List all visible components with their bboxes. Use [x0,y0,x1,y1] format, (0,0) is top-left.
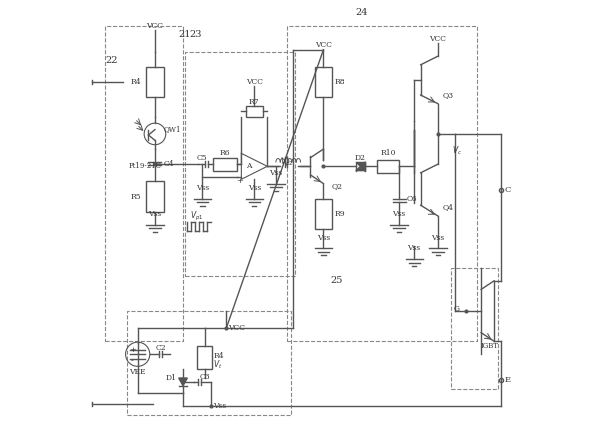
Text: C2: C2 [155,344,166,352]
Text: D1: D1 [165,374,176,382]
Text: R9: R9 [334,210,345,218]
Text: $V_{p2}$: $V_{p2}$ [280,156,294,168]
Text: E: E [505,376,511,384]
Bar [246,106,263,117]
Text: VCC: VCC [246,78,263,86]
Bar [147,67,164,97]
Text: R4: R4 [213,353,224,360]
Text: Vss: Vss [269,169,283,177]
Polygon shape [356,162,365,171]
Text: C: C [505,186,511,194]
Text: Vss: Vss [407,245,421,252]
Text: R7: R7 [249,98,260,105]
Text: Q4: Q4 [442,203,453,211]
Text: Vss: Vss [148,210,162,218]
Text: IGBT: IGBT [481,342,499,349]
Text: 21: 21 [179,30,192,39]
Text: VCC: VCC [429,35,446,43]
Polygon shape [179,378,187,386]
Bar [378,160,399,173]
Polygon shape [241,153,268,179]
Text: QW1: QW1 [164,126,181,133]
Bar [147,181,164,212]
Text: +: + [129,346,136,354]
Text: G: G [454,305,460,313]
Text: C4: C4 [164,160,174,168]
Text: R4: R4 [131,78,141,86]
Text: A: A [246,162,252,170]
Bar [185,52,295,276]
Bar [287,26,477,341]
Text: Q3: Q3 [442,91,454,99]
Text: $V_c$: $V_c$ [452,145,463,157]
Text: R5: R5 [131,193,141,200]
Bar [315,199,332,229]
Text: Vss: Vss [196,184,209,192]
Text: Q2: Q2 [332,182,343,190]
Bar [197,346,212,369]
Text: R8: R8 [334,78,345,86]
Text: -: - [131,357,134,365]
Text: D2: D2 [354,154,365,162]
Text: 24: 24 [356,9,368,17]
Text: R10: R10 [381,149,396,157]
Text: $V_t$: $V_t$ [213,359,223,371]
Text: 22: 22 [105,56,118,65]
Text: VCC: VCC [315,41,332,49]
Text: Vss: Vss [213,402,227,410]
Polygon shape [356,162,365,171]
Text: VCC: VCC [147,22,164,30]
Bar [127,311,291,415]
Text: C6: C6 [406,195,417,203]
Text: VCC: VCC [229,324,246,332]
Bar [105,26,183,341]
Text: C3: C3 [199,373,210,381]
Text: C5: C5 [196,154,207,162]
Text: +: + [236,178,243,185]
Text: 23: 23 [190,30,202,39]
Text: Pt19-21C: Pt19-21C [129,162,162,170]
Text: R6: R6 [220,149,230,157]
Text: Vss: Vss [431,234,444,241]
Bar [315,67,332,97]
Bar [213,158,237,171]
Text: Vss: Vss [317,234,330,241]
Text: $V_{p1}$: $V_{p1}$ [190,210,203,222]
Bar [451,268,499,389]
Text: 25: 25 [330,276,342,285]
Text: VEE: VEE [130,368,146,375]
Text: Vss: Vss [247,184,261,192]
Text: Vss: Vss [392,210,406,218]
